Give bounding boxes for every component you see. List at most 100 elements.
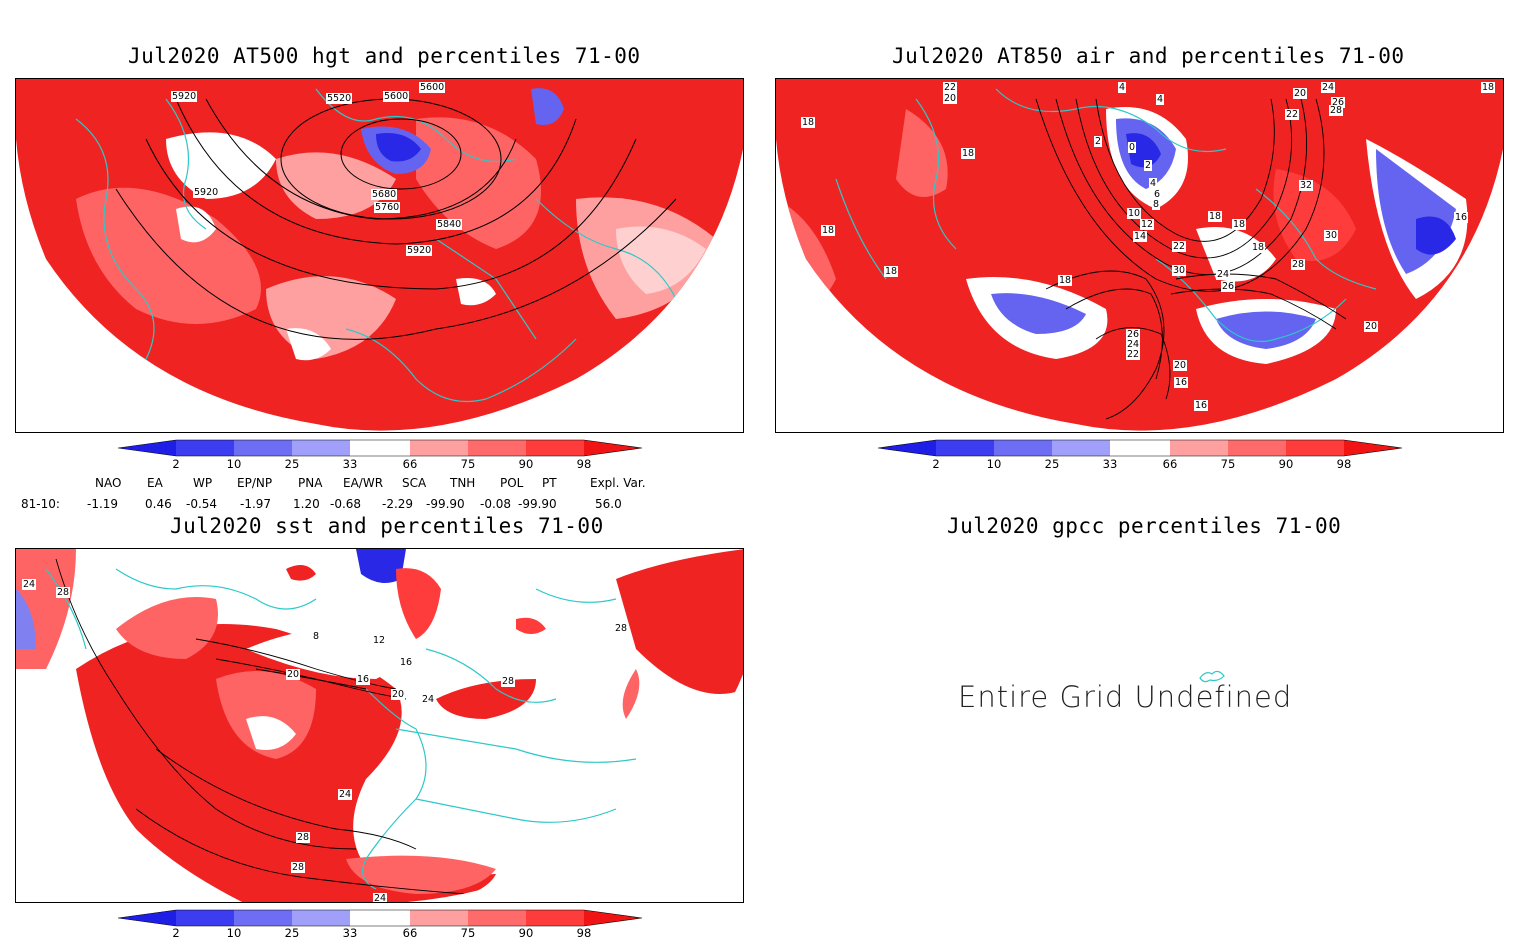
index-header: TNH <box>450 476 476 490</box>
contour-label: 24 <box>1126 339 1141 350</box>
contour-label: 24 <box>421 694 436 705</box>
contour-label: 5840 <box>436 219 463 230</box>
colorbar-label: 98 <box>576 457 592 471</box>
colorbar-label: 25 <box>284 457 300 471</box>
contour-label: 20 <box>1293 88 1308 99</box>
contour-label: 4 <box>1156 94 1165 105</box>
contour-label: 18 <box>801 117 816 128</box>
colorbar-label: 98 <box>1336 457 1352 471</box>
contour-label: 16 <box>1454 212 1469 223</box>
colorbar-graphic <box>117 909 643 927</box>
air-map-panel: 22 20 4 4 20 24 26 28 22 18 18 18 2 0 2 … <box>775 78 1504 433</box>
colorbar-graphic <box>877 439 1403 457</box>
contour-label: 28 <box>501 676 516 687</box>
index-header: EP/NP <box>237 476 273 490</box>
colorbar-label: 75 <box>460 926 476 940</box>
colorbar-label: 2 <box>172 457 180 471</box>
contour-label: 5600 <box>383 91 410 102</box>
contour-label: 2 <box>1144 160 1153 171</box>
coast-fragment <box>1199 670 1225 683</box>
contour-label: 24 <box>22 579 37 590</box>
colorbar-label: 75 <box>460 457 476 471</box>
contour-label: 12 <box>1140 219 1155 230</box>
contour-label: 26 <box>1331 97 1346 108</box>
air-map <box>776 79 1503 431</box>
index-header: NAO <box>95 476 122 490</box>
hgt-panel-title: Jul2020 AT500 hgt and percentiles 71-00 <box>128 44 641 68</box>
colorbar-label: 33 <box>1102 457 1118 471</box>
colorbar-label: 90 <box>1278 457 1294 471</box>
contour-label: 16 <box>356 674 371 685</box>
index-header: EA/WR <box>343 476 384 490</box>
contour-label: 18 <box>1208 211 1223 222</box>
gpcc-panel-title: Jul2020 gpcc percentiles 71-00 <box>947 514 1342 538</box>
index-value: -2.29 <box>382 497 414 511</box>
contour-label: 10 <box>1127 208 1142 219</box>
contour-label: 14 <box>1133 231 1148 242</box>
contour-label: 32 <box>1299 180 1314 191</box>
index-header: EA <box>147 476 163 490</box>
index-value: 56.0 <box>595 497 622 511</box>
contour-label: 30 <box>1324 230 1339 241</box>
contour-label: 16 <box>1194 400 1209 411</box>
contour-label: 6 <box>1153 189 1162 200</box>
contour-label: 28 <box>1291 259 1306 270</box>
index-value: -99.90 <box>426 497 465 511</box>
contour-label: 18 <box>1481 82 1496 93</box>
contour-label: 18 <box>821 225 836 236</box>
contour-label: 20 <box>1364 321 1379 332</box>
colorbar-label: 10 <box>986 457 1002 471</box>
colorbar-label: 90 <box>518 457 534 471</box>
colorbar-label: 90 <box>518 926 534 940</box>
contour-label: 22 <box>1126 349 1141 360</box>
contour-label: 20 <box>391 689 406 700</box>
index-header: POL <box>500 476 524 490</box>
contour-label: 24 <box>1321 82 1336 93</box>
contour-label: 24 <box>1216 269 1231 280</box>
colorbar-label: 33 <box>342 926 358 940</box>
colorbar-label: 2 <box>172 926 180 940</box>
colorbar-label: 25 <box>1044 457 1060 471</box>
contour-label: 16 <box>1174 377 1189 388</box>
contour-label: 5520 <box>326 93 353 104</box>
hgt-map <box>16 79 743 431</box>
contour-label: 28 <box>291 862 306 873</box>
colorbar-label: 98 <box>576 926 592 940</box>
sst-panel-title: Jul2020 sst and percentiles 71-00 <box>170 514 604 538</box>
contour-label: 28 <box>1329 105 1344 116</box>
colorbar-label: 66 <box>402 926 418 940</box>
colorbar-label: 75 <box>1220 457 1236 471</box>
contour-label: 22 <box>1285 109 1300 120</box>
contour-label: 18 <box>961 148 976 159</box>
contour-label: 5920 <box>406 245 433 256</box>
contour-label: 5600 <box>419 82 446 93</box>
contour-label: 18 <box>1232 219 1247 230</box>
contour-label: 22 <box>943 82 958 93</box>
contour-label: 18 <box>1251 242 1266 253</box>
contour-label: 30 <box>1172 265 1187 276</box>
index-header: PT <box>542 476 557 490</box>
air-colorbar: 2 10 25 33 66 75 90 98 <box>877 439 1403 472</box>
colorbar-label: 10 <box>226 926 242 940</box>
contour-label: 8 <box>1152 199 1161 210</box>
index-value: -0.54 <box>186 497 218 511</box>
index-header: Expl. Var. <box>590 476 646 490</box>
colorbar-label: 2 <box>932 457 940 471</box>
contour-label: 18 <box>884 266 899 277</box>
colorbar-label: 66 <box>402 457 418 471</box>
contour-label: 5920 <box>193 187 220 198</box>
index-value: -0.08 <box>480 497 512 511</box>
index-header: PNA <box>298 476 323 490</box>
hgt-colorbar: 2 10 25 33 66 75 90 98 <box>117 439 643 472</box>
contour-label: 20 <box>1173 360 1188 371</box>
contour-label: 20 <box>286 669 301 680</box>
index-row-label: 81-10: <box>21 497 60 511</box>
index-value: 1.20 <box>293 497 320 511</box>
index-header: WP <box>193 476 213 490</box>
contour-label: 18 <box>1058 275 1073 286</box>
contour-label: 22 <box>1172 241 1187 252</box>
contour-label: 28 <box>614 623 629 634</box>
colorbar-label: 33 <box>342 457 358 471</box>
contour-label: 5760 <box>374 202 401 213</box>
index-value: -1.97 <box>240 497 272 511</box>
